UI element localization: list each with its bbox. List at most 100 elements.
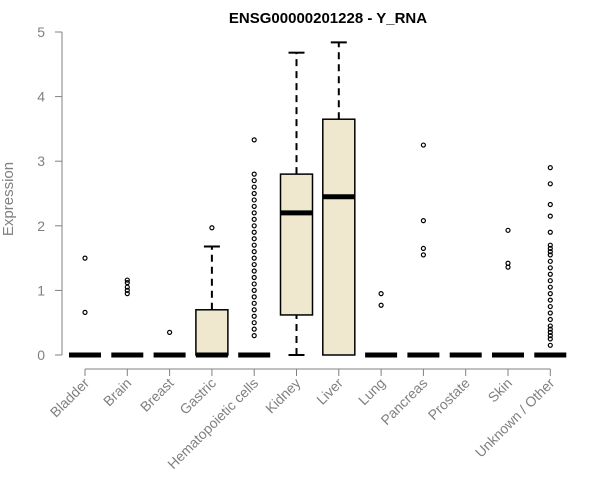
x-tick-label: Lung — [355, 375, 388, 408]
box-group — [195, 225, 229, 358]
outlier-point — [547, 323, 553, 329]
y-tick-label: 5 — [37, 24, 45, 40]
outlier-point — [251, 184, 257, 190]
outlier-point — [251, 281, 257, 287]
x-tick-label: Liver — [313, 375, 346, 408]
outlier-point — [505, 260, 511, 266]
outlier-point — [547, 342, 553, 348]
outlier-point — [251, 236, 257, 242]
x-tick-label: Brain — [100, 375, 134, 409]
box-group — [111, 277, 144, 358]
box-group — [365, 291, 398, 358]
box-rect — [195, 309, 229, 356]
outlier-point — [547, 229, 553, 235]
outlier-point — [251, 333, 257, 339]
outlier-point — [547, 165, 553, 171]
outlier-point — [547, 326, 553, 332]
outlier-point — [547, 303, 553, 310]
outlier-point — [251, 261, 257, 268]
outlier-point — [420, 142, 426, 148]
y-axis: 0 1 2 3 4 5 — [37, 24, 63, 363]
box-group — [238, 137, 271, 358]
outlier-point — [251, 313, 257, 319]
outlier-point — [251, 137, 257, 143]
outlier-point — [547, 249, 553, 255]
x-tick-label: Unknown / Other — [472, 375, 558, 461]
outlier-point — [378, 302, 384, 308]
outlier-point — [420, 218, 426, 224]
chart-title: ENSG00000201228 - Y_RNA — [229, 10, 427, 27]
box-rect — [322, 118, 356, 356]
outlier-point — [420, 252, 426, 258]
outlier-point — [251, 307, 257, 313]
y-tick-label: 3 — [37, 153, 45, 169]
box-group — [322, 41, 356, 356]
outlier-point — [547, 329, 553, 335]
outlier-point — [124, 277, 130, 283]
x-tick-label: Pancreas — [377, 375, 430, 428]
outlier-point — [251, 190, 257, 197]
outlier-point — [251, 255, 257, 261]
outlier-point — [251, 197, 257, 203]
outlier-point — [124, 280, 130, 286]
outlier-point — [251, 300, 257, 306]
outlier-point — [547, 278, 553, 284]
outlier-point — [124, 291, 130, 297]
x-tick-label: Bladder — [47, 375, 93, 421]
y-tick-label: 2 — [37, 218, 45, 234]
y-axis-title: Expression — [0, 162, 17, 236]
outlier-point — [251, 242, 257, 248]
outlier-point — [547, 258, 553, 264]
box-group — [279, 51, 314, 356]
x-tick-label: Skin — [485, 375, 516, 406]
outlier-point — [251, 177, 257, 184]
outlier-point — [547, 201, 553, 208]
outlier-point — [547, 213, 553, 219]
outlier-point — [547, 333, 553, 339]
outlier-point — [124, 287, 130, 293]
outlier-point — [420, 245, 426, 252]
outlier-point — [547, 245, 553, 252]
box-group — [153, 329, 186, 358]
x-tick-label: Prostate — [425, 375, 473, 423]
y-tick-label: 4 — [37, 89, 45, 105]
y-tick-label: 0 — [37, 347, 45, 363]
box-group — [534, 165, 567, 358]
outlier-point — [251, 223, 257, 229]
outlier-point — [547, 297, 553, 303]
y-tick-label: 1 — [37, 282, 45, 298]
outlier-point — [251, 171, 257, 177]
outlier-point — [547, 284, 553, 290]
x-tick-label: Breast — [137, 375, 177, 415]
outlier-point — [251, 326, 257, 332]
box-rect — [279, 173, 314, 316]
outlier-point — [251, 320, 257, 326]
outlier-point — [167, 329, 173, 335]
outlier-point — [251, 249, 257, 255]
outlier-point — [547, 336, 553, 342]
outlier-point — [251, 203, 257, 210]
boxes-layer — [69, 41, 567, 358]
outlier-point — [251, 287, 257, 293]
outlier-point — [251, 216, 257, 222]
outlier-point — [547, 316, 553, 323]
box-group — [69, 255, 101, 358]
outlier-point — [251, 294, 257, 300]
outlier-point — [547, 310, 553, 316]
outlier-point — [82, 309, 88, 315]
outlier-point — [251, 210, 257, 216]
outlier-point — [547, 291, 553, 297]
box-group — [407, 142, 440, 358]
outlier-point — [251, 229, 257, 235]
outlier-point — [547, 181, 553, 187]
outlier-point — [251, 268, 257, 274]
box-group — [492, 227, 524, 358]
outlier-point — [547, 242, 553, 248]
outlier-point — [547, 252, 553, 258]
outlier-point — [547, 271, 553, 277]
outlier-point — [378, 291, 384, 297]
outlier-point — [505, 227, 511, 233]
x-tick-label: Kidney — [262, 375, 304, 417]
